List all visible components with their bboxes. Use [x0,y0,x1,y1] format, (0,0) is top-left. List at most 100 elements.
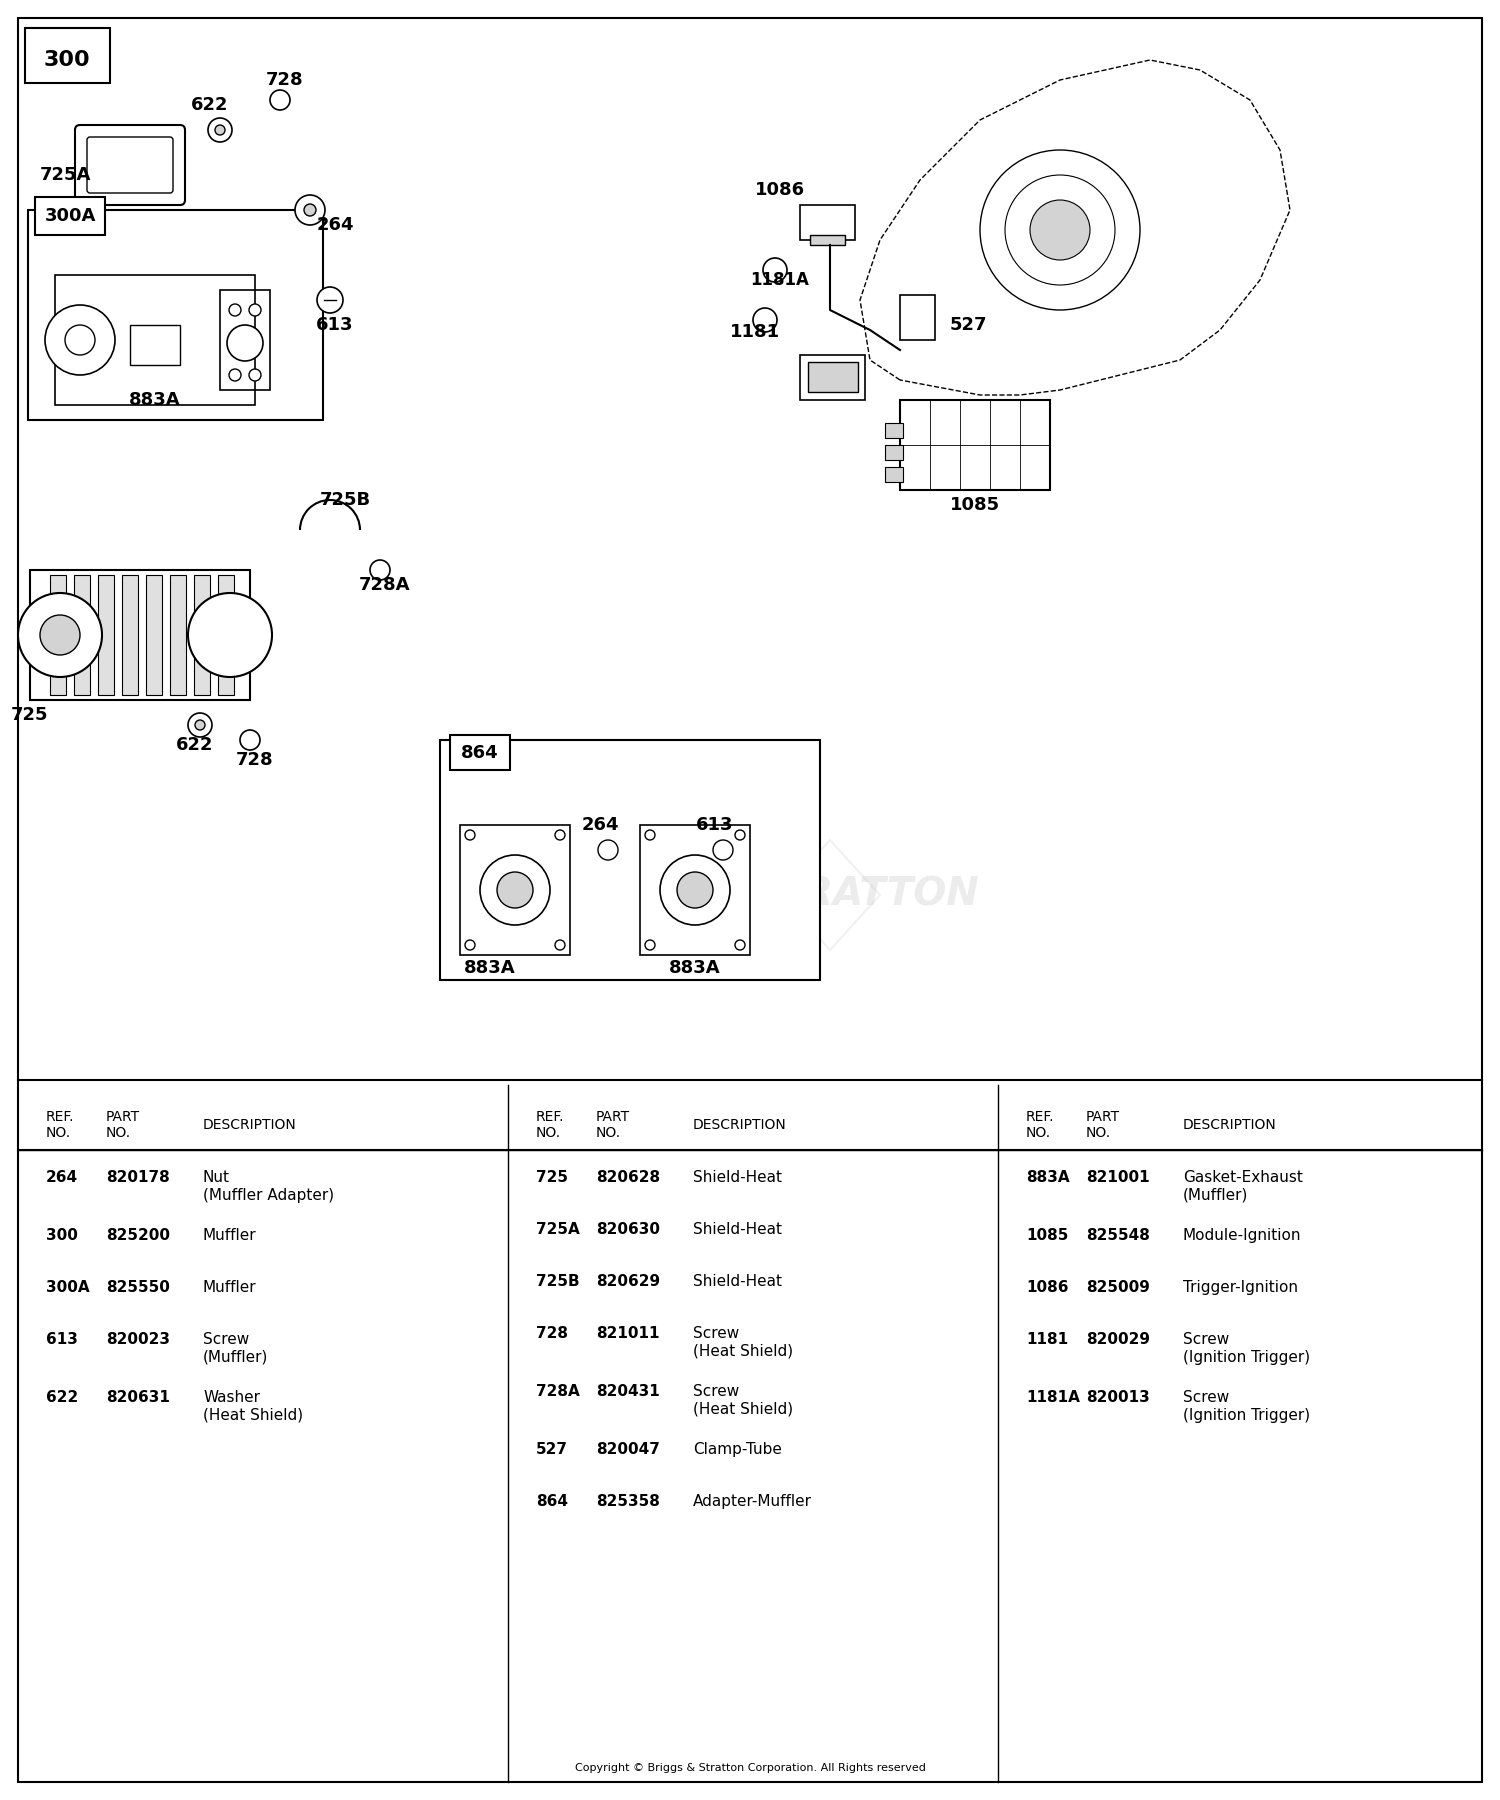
Circle shape [465,940,476,950]
Text: 820023: 820023 [106,1332,170,1346]
Text: 622: 622 [177,736,213,754]
Bar [74,574,90,695]
Text: 613: 613 [696,815,734,833]
Bar [56,275,255,405]
Text: 1181: 1181 [730,322,780,340]
Bar [640,824,750,956]
Text: 825009: 825009 [1086,1280,1150,1294]
Text: 613: 613 [46,1332,78,1346]
Text: 820047: 820047 [596,1442,660,1456]
Circle shape [230,369,242,382]
FancyBboxPatch shape [87,137,172,193]
Text: NO.: NO. [46,1127,70,1139]
Text: Nut: Nut [202,1170,229,1184]
Circle shape [45,304,116,374]
Text: NO.: NO. [1086,1127,1112,1139]
Text: Screw: Screw [693,1327,740,1341]
Circle shape [555,830,566,841]
Text: NO.: NO. [1026,1127,1051,1139]
Text: Muffler: Muffler [202,1280,256,1294]
Text: 728: 728 [536,1327,568,1341]
Text: 264: 264 [582,815,618,833]
Text: REF.: REF. [536,1111,564,1123]
Text: Gasket-Exhaust: Gasket-Exhaust [1184,1170,1304,1184]
Circle shape [188,713,211,736]
Text: 825548: 825548 [1086,1228,1150,1244]
Text: 883A: 883A [1026,1170,1069,1184]
Text: Muffler: Muffler [202,1228,256,1244]
Circle shape [764,257,788,283]
Circle shape [304,203,316,216]
Bar [885,423,903,437]
Text: Screw: Screw [1184,1332,1230,1346]
Text: 825358: 825358 [596,1494,660,1508]
Circle shape [1005,175,1114,284]
Text: DESCRIPTION: DESCRIPTION [202,1118,297,1132]
Text: 725A: 725A [39,166,90,184]
Text: 821011: 821011 [596,1327,660,1341]
Circle shape [735,830,746,841]
Text: 883A: 883A [129,391,182,409]
Bar [98,574,114,695]
Text: 883A: 883A [464,959,516,977]
Text: 825200: 825200 [106,1228,170,1244]
Text: Screw: Screw [693,1384,740,1399]
Bar [130,326,180,365]
Text: PART: PART [1086,1111,1120,1123]
Circle shape [64,326,94,355]
Circle shape [249,304,261,317]
Text: 725A: 725A [536,1222,579,1237]
Circle shape [240,731,260,751]
Text: 300A: 300A [45,207,96,225]
Circle shape [735,940,746,950]
Bar [28,211,322,419]
Circle shape [40,616,80,655]
Bar [885,466,903,482]
Text: 725: 725 [536,1170,568,1184]
Circle shape [660,855,730,925]
Text: 264: 264 [46,1170,78,1184]
Circle shape [316,286,344,313]
Text: Trigger-Ignition: Trigger-Ignition [1184,1280,1298,1294]
Text: REF.: REF. [46,1111,75,1123]
Circle shape [753,308,777,331]
Bar [50,574,66,695]
Bar [26,29,109,83]
Circle shape [195,720,206,731]
Text: 820628: 820628 [596,1170,660,1184]
Bar [800,355,865,400]
Text: PART: PART [106,1111,140,1123]
Circle shape [226,326,262,362]
Circle shape [980,149,1140,310]
Text: 1086: 1086 [754,182,806,200]
Text: 728A: 728A [536,1384,579,1399]
Text: BRIGGS & STRATTON: BRIGGS & STRATTON [522,877,978,914]
Text: NO.: NO. [536,1127,561,1139]
Text: 264: 264 [316,216,354,234]
Text: Screw: Screw [202,1332,249,1346]
Text: 1181: 1181 [1026,1332,1068,1346]
Text: 728: 728 [236,751,274,769]
Text: REF.: REF. [1026,1111,1054,1123]
Text: 820013: 820013 [1086,1390,1149,1406]
Bar [440,740,821,979]
Bar [194,574,210,695]
Text: 864: 864 [460,743,500,761]
Text: 300: 300 [46,1228,78,1244]
Text: PART: PART [596,1111,630,1123]
Bar [30,571,251,700]
Circle shape [230,304,242,317]
Text: (Muffler): (Muffler) [1184,1188,1248,1202]
Text: Shield-Heat: Shield-Heat [693,1222,782,1237]
Text: 300: 300 [44,50,90,70]
Text: NO.: NO. [106,1127,130,1139]
Circle shape [555,940,566,950]
Bar [217,574,234,695]
Text: 725: 725 [12,706,48,724]
Bar [450,734,510,770]
Text: Copyright © Briggs & Stratton Corporation. All Rights reserved: Copyright © Briggs & Stratton Corporatio… [574,1762,926,1773]
Text: 820029: 820029 [1086,1332,1150,1346]
Circle shape [214,124,225,135]
Circle shape [712,841,734,860]
Bar [170,574,186,695]
